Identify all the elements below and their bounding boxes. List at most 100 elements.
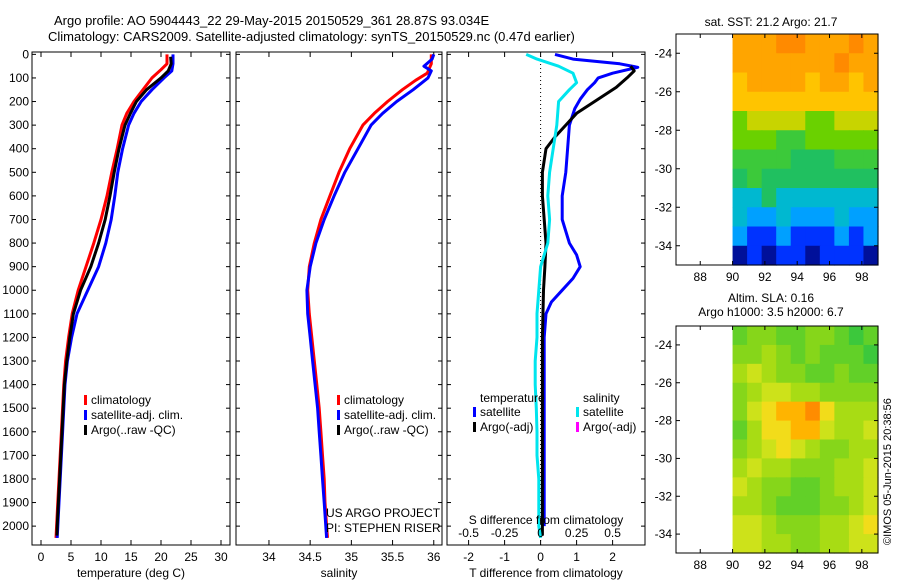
- sst-cell: [848, 53, 865, 74]
- sla-cell: [863, 420, 879, 441]
- sla-cell: [848, 534, 865, 554]
- sla-cell: [776, 515, 792, 535]
- sst-frame: [675, 33, 879, 266]
- sla-cell: [732, 363, 748, 384]
- sla-cell: [848, 363, 865, 384]
- sst-ytick-label: -28: [655, 123, 673, 137]
- sla-xtick-label: 92: [758, 558, 772, 572]
- sal-xtick-label: 35.5: [381, 550, 405, 564]
- sla-xtick-label: 94: [791, 558, 805, 572]
- sla-cell: [848, 496, 865, 516]
- sst-cell: [790, 245, 806, 266]
- sst-cell: [732, 72, 748, 93]
- sst-cell: [819, 207, 835, 228]
- sla-cell: [819, 344, 835, 365]
- sla-cell: [848, 439, 865, 460]
- diff-t-legend-label: satellite: [480, 405, 521, 419]
- sla-cell: [805, 363, 821, 384]
- sla-cell: [834, 515, 850, 535]
- sst-cell: [732, 111, 748, 131]
- figure-title-line2: Climatology: CARS2009. Satellite-adjuste…: [48, 29, 575, 44]
- sla-cell: [848, 515, 865, 535]
- sla-cell: [732, 439, 748, 460]
- sla-cell: [747, 420, 763, 441]
- depth-tick-label: 900: [9, 260, 29, 274]
- sla-cell: [863, 496, 879, 516]
- sst-cell: [776, 111, 792, 131]
- sst-cell: [834, 34, 850, 54]
- sla-cell: [834, 363, 850, 384]
- sla-cell: [863, 515, 879, 535]
- sst-cell: [761, 188, 777, 208]
- sst-cell: [776, 207, 792, 228]
- sst-cell: [863, 149, 879, 170]
- sla-cell: [863, 401, 879, 422]
- sst-cell: [805, 91, 821, 112]
- sla-cell: [834, 382, 850, 403]
- sst-cell: [819, 168, 835, 189]
- sla-cell: [819, 382, 835, 403]
- sst-cell: [747, 168, 763, 189]
- sst-cell: [819, 34, 835, 54]
- sla-cell: [863, 326, 879, 346]
- sst-cell: [863, 111, 879, 131]
- sla-cell: [747, 458, 763, 478]
- sst-cell: [732, 226, 748, 247]
- sst-xtick-label: 94: [791, 270, 805, 284]
- diff-s-legend-label: Argo(-adj): [583, 420, 636, 434]
- sla-cell: [732, 515, 748, 535]
- sst-ytick-label: -24: [655, 46, 673, 60]
- sal-xtick-label: 36: [427, 550, 441, 564]
- sla-cell: [761, 420, 777, 441]
- sst-cell: [761, 91, 777, 112]
- sst-cell: [834, 188, 850, 208]
- sst-cell: [819, 226, 835, 247]
- sla-cell: [747, 534, 763, 554]
- diff-legend-header-sal: salinity: [583, 391, 620, 405]
- sla-cell: [761, 534, 777, 554]
- sla-cell: [790, 515, 806, 535]
- sst-cell: [761, 149, 777, 170]
- sst-cell: [819, 91, 835, 112]
- sst-cell: [790, 226, 806, 247]
- sla-cell: [790, 534, 806, 554]
- sla-cell: [732, 458, 748, 478]
- sla-cell: [863, 363, 879, 384]
- sst-cell: [863, 226, 879, 247]
- sla-frame: [675, 325, 879, 554]
- sst-cell: [732, 149, 748, 170]
- sla-cell: [790, 401, 806, 422]
- sla-cell: [747, 382, 763, 403]
- sst-cell: [732, 34, 748, 54]
- sla-cell: [834, 496, 850, 516]
- sst-ytick-label: -26: [655, 85, 673, 99]
- temp-xtick-label: 30: [214, 550, 228, 564]
- sst-cell: [747, 111, 763, 131]
- sst-cell: [819, 130, 835, 151]
- sst-cell: [805, 168, 821, 189]
- sst-cell: [834, 207, 850, 228]
- sla-cell: [761, 401, 777, 422]
- sal-legend-label: climatology: [344, 393, 404, 407]
- sla-cell: [819, 477, 835, 497]
- sla-cell: [761, 326, 777, 346]
- sst-cell: [819, 72, 835, 93]
- sst-cell: [834, 245, 850, 266]
- sla-cell: [776, 439, 792, 460]
- sla-cell: [834, 344, 850, 365]
- sla-cell: [805, 420, 821, 441]
- diff-xtick-label: -1: [499, 550, 510, 564]
- sst-cell: [776, 53, 792, 74]
- sst-cell: [819, 188, 835, 208]
- sst-cell: [863, 72, 879, 93]
- diff-t-legend-swatch: [473, 422, 476, 432]
- sla-cell: [819, 534, 835, 554]
- sst-cell: [834, 111, 850, 131]
- sst-cell: [776, 72, 792, 93]
- sst-cell: [761, 245, 777, 266]
- sst-cell: [848, 111, 865, 131]
- sst-cell: [848, 91, 865, 112]
- sst-cell: [863, 53, 879, 74]
- diff-s-legend-swatch: [576, 422, 579, 432]
- sla-cell: [776, 420, 792, 441]
